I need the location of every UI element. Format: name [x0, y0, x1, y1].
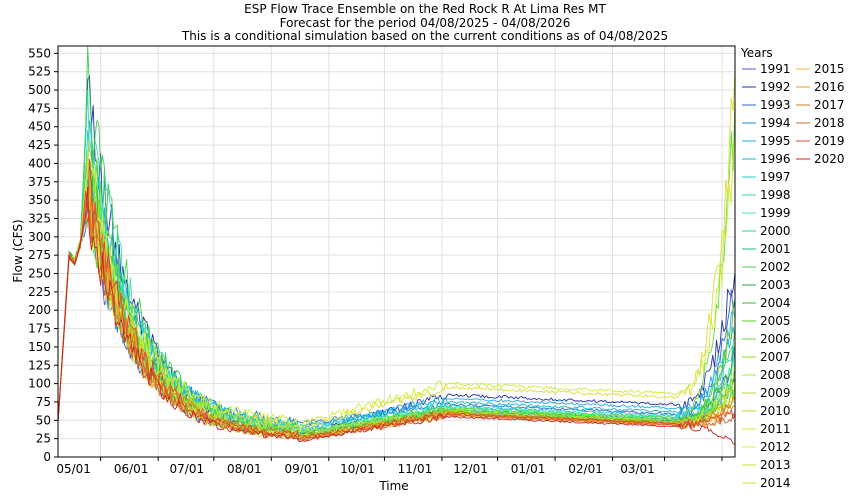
x-axis-title: Time [378, 479, 408, 493]
series-line-2001 [57, 172, 736, 437]
legend-label: 1993 [760, 98, 791, 112]
legend-label: 2003 [760, 278, 791, 292]
x-tick-label: 06/01 [114, 462, 149, 476]
series-line-2010 [57, 185, 736, 438]
x-tick-label: 09/01 [285, 462, 320, 476]
series-line-2009 [57, 154, 736, 436]
y-tick-label: 275 [28, 248, 51, 262]
legend-label: 2013 [760, 458, 791, 472]
legend-label: 2016 [814, 80, 845, 94]
y-tick-label: 150 [28, 340, 51, 354]
legend-label: 1994 [760, 116, 791, 130]
y-tick-label: 475 [28, 101, 51, 115]
series-line-2000 [57, 178, 736, 438]
series-lines [57, 45, 736, 445]
y-tick-label: 0 [43, 450, 51, 464]
y-tick-label: 450 [28, 120, 51, 134]
y-tick-label: 250 [28, 267, 51, 281]
y-tick-label: 500 [28, 83, 51, 97]
series-line-2012 [57, 213, 736, 439]
legend-label: 1999 [760, 206, 791, 220]
chart-title-line-1: ESP Flow Trace Ensemble on the Red Rock … [244, 2, 606, 16]
series-line-2015 [57, 191, 736, 442]
legend-label: 2018 [814, 116, 845, 130]
legend-label: 2011 [760, 422, 791, 436]
y-axis: 0 25 50 75 100 125 150 175 200 225 250 275 300 325 350… [28, 46, 58, 464]
series-line-2018 [57, 208, 736, 441]
legend: Years 1991 1992 1993 1994 1995 1996 1997 1998 19… [740, 46, 845, 490]
y-tick-label: 375 [28, 175, 51, 189]
series-line-2013 [57, 197, 736, 438]
y-tick-label: 25 [36, 432, 51, 446]
y-tick-label: 75 [36, 395, 51, 409]
legend-title: Years [740, 46, 773, 60]
series-line-2017 [57, 195, 736, 438]
y-axis-title: Flow (CFS) [11, 219, 25, 282]
legend-label: 2002 [760, 260, 791, 274]
legend-label: 1992 [760, 80, 791, 94]
legend-label: 1996 [760, 152, 791, 166]
legend-label: 2012 [760, 440, 791, 454]
series-line-1997 [57, 129, 736, 429]
y-tick-label: 550 [28, 46, 51, 60]
legend-label: 2005 [760, 314, 791, 328]
y-tick-label: 300 [28, 230, 51, 244]
series-line-2020 [57, 186, 736, 445]
legend-label: 2007 [760, 350, 791, 364]
x-tick-label: 05/01 [56, 462, 91, 476]
y-tick-label: 125 [28, 358, 51, 372]
legend-label: 2004 [760, 296, 791, 310]
y-tick-label: 200 [28, 303, 51, 317]
y-tick-label: 50 [36, 413, 51, 427]
series-line-2005 [57, 187, 736, 439]
legend-label: 2009 [760, 386, 791, 400]
x-tick-label: 08/01 [227, 462, 262, 476]
grid-lines [58, 46, 735, 458]
legend-label: 2001 [760, 242, 791, 256]
legend-label: 2006 [760, 332, 791, 346]
x-tick-label: 03/01 [620, 462, 655, 476]
x-tick-label: 12/01 [453, 462, 488, 476]
y-tick-label: 100 [28, 377, 51, 391]
x-axis: 05/01 06/01 07/01 08/01 09/01 10/01 11/01 12/01… [56, 457, 723, 476]
legend-label: 1997 [760, 170, 791, 184]
y-tick-label: 225 [28, 285, 51, 299]
legend-label: 1991 [760, 62, 791, 76]
y-tick-label: 425 [28, 138, 51, 152]
legend-label: 1998 [760, 188, 791, 202]
legend-label: 2010 [760, 404, 791, 418]
chart-title-line-2: Forecast for the period 04/08/2025 - 04/… [280, 16, 571, 30]
x-tick-label: 11/01 [398, 462, 433, 476]
series-line-2019 [57, 158, 736, 439]
series-line-2011 [57, 140, 736, 427]
y-tick-label: 350 [28, 193, 51, 207]
x-tick-label: 10/01 [340, 462, 375, 476]
legend-label: 2008 [760, 368, 791, 382]
legend-label: 2020 [814, 152, 845, 166]
x-tick-label: 07/01 [170, 462, 205, 476]
legend-label: 2014 [760, 476, 791, 490]
x-tick-label: 02/01 [568, 462, 603, 476]
plot-frame [57, 45, 736, 458]
y-tick-label: 525 [28, 65, 51, 79]
y-tick-label: 325 [28, 211, 51, 225]
x-tick-label: 01/01 [511, 462, 546, 476]
legend-label: 2019 [814, 134, 845, 148]
y-tick-label: 400 [28, 156, 51, 170]
chart-title: ESP Flow Trace Ensemble on the Red Rock … [181, 2, 668, 43]
series-line-2007 [57, 199, 736, 441]
y-tick-label: 175 [28, 322, 51, 336]
legend-label: 2017 [814, 98, 845, 112]
legend-label: 2000 [760, 224, 791, 238]
legend-label: 1995 [760, 134, 791, 148]
chart-title-line-3: This is a conditional simulation based o… [181, 29, 668, 43]
legend-label: 2015 [814, 62, 845, 76]
